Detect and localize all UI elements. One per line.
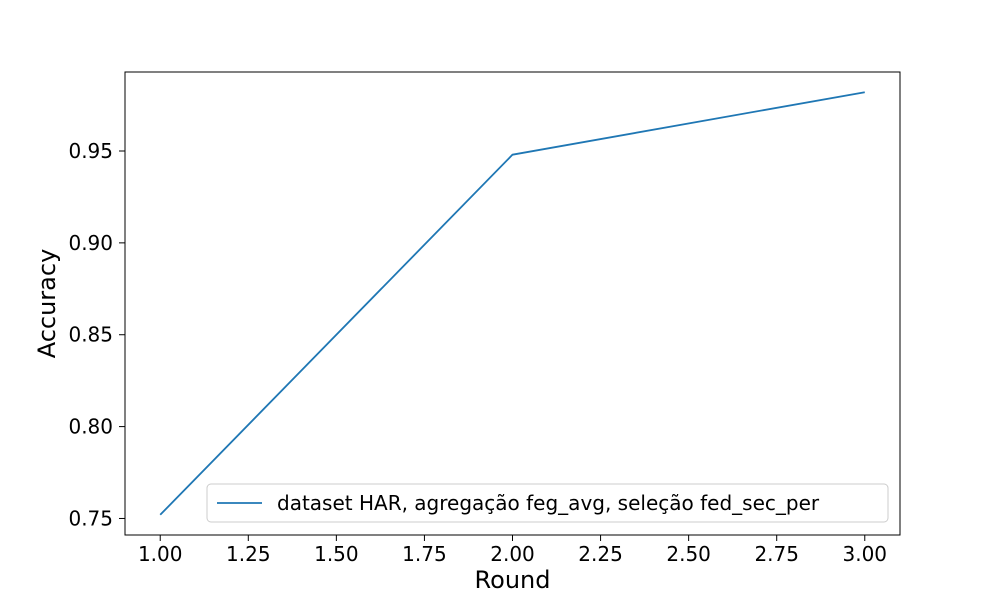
y-tick-label: 0.95: [68, 139, 113, 163]
y-tick-label: 0.90: [68, 231, 113, 255]
x-axis: 1.00 1.25 1.50 1.75 2.00 2.25 2.50 2.75 3.00: [138, 535, 887, 566]
x-tick-label: 1.75: [402, 542, 447, 566]
x-tick-label: 2.50: [666, 542, 711, 566]
y-axis-label: Accuracy: [33, 249, 61, 359]
x-tick-label: 1.50: [314, 542, 359, 566]
legend-box: [206, 483, 889, 523]
legend: dataset HAR, agregação feg_avg, seleção …: [206, 483, 889, 523]
x-tick-label: 1.00: [138, 542, 183, 566]
x-tick-label: 2.00: [490, 542, 535, 566]
x-axis-label: Round: [475, 566, 551, 594]
x-tick-label: 2.25: [578, 542, 623, 566]
x-tick-label: 2.75: [754, 542, 799, 566]
legend-label: dataset HAR, agregação feg_avg, seleção …: [277, 491, 820, 515]
x-tick-label: 1.25: [226, 542, 271, 566]
y-axis: 0.75 0.80 0.85 0.90 0.95: [68, 139, 125, 530]
series-layer: [159, 91, 865, 516]
y-tick-label: 0.75: [68, 506, 113, 530]
axes-frame: [124, 71, 901, 536]
x-tick-label: 3.00: [843, 542, 888, 566]
y-tick-label: 0.80: [68, 415, 113, 439]
y-tick-label: 0.85: [68, 323, 113, 347]
